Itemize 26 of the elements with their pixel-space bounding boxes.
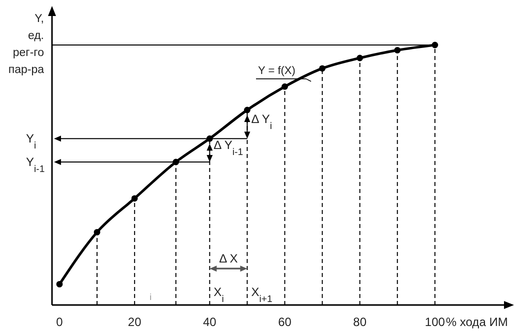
annotation: Y = f(X)	[258, 64, 296, 77]
x-axis-title: % хода ИМ	[446, 315, 508, 329]
annotation: X$_{i+1}$	[251, 284, 272, 304]
annotation: Δ X	[219, 252, 238, 266]
text: Y$_{i}$	[26, 132, 36, 152]
x-tick-label: 20	[128, 315, 142, 329]
y-axis-title: Y, ед. рег-го пар-ра	[8, 13, 45, 76]
x-tick-label: 80	[353, 315, 367, 329]
x-tick-label: 40	[202, 315, 217, 329]
annotation: Δ Y$_{i}$	[251, 112, 272, 132]
point	[319, 65, 326, 72]
point	[432, 42, 438, 48]
point	[282, 83, 288, 90]
point	[94, 229, 100, 236]
x-tick-label: 0	[56, 315, 64, 329]
x-tick-label: 60	[278, 315, 292, 329]
annotation: X$_{i}$	[214, 284, 224, 304]
x-tick-label: 100	[424, 315, 446, 329]
point	[131, 195, 138, 202]
point	[244, 106, 250, 114]
point	[356, 54, 364, 62]
annotation: Δ Y$_{i-1}$	[214, 138, 244, 158]
text: Y$_{i-1}$	[26, 155, 45, 174]
point	[56, 281, 63, 288]
annotation: i	[150, 292, 152, 302]
point	[394, 47, 401, 54]
